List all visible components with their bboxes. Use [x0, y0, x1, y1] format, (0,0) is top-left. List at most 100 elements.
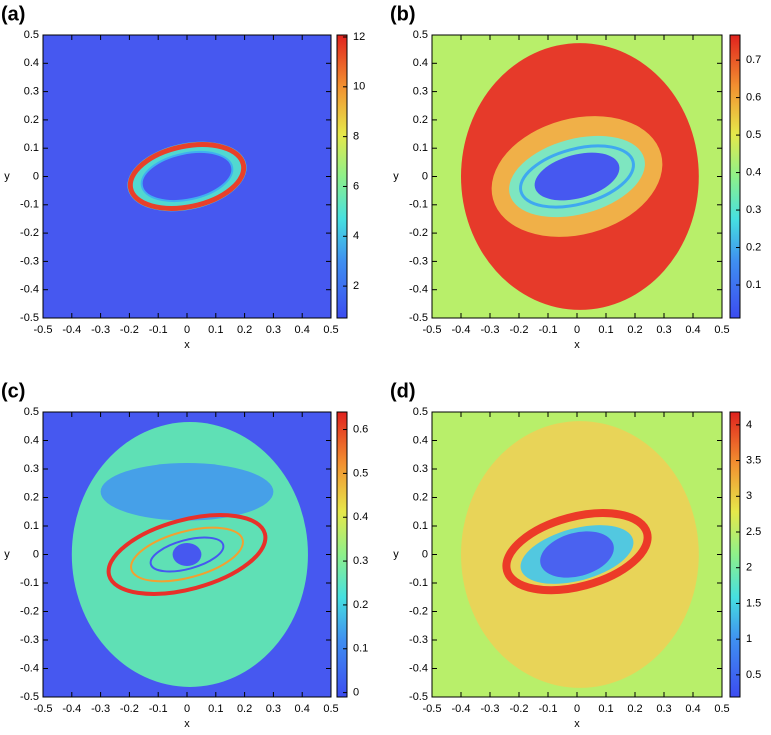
colorbar-tick-label: 0.2 — [353, 599, 368, 611]
x-tick-label: -0.5 — [34, 324, 53, 336]
colorbar-tick-label: 1.5 — [746, 597, 761, 609]
x-tick-label: 0.1 — [208, 703, 223, 715]
y-tick-label: -0.5 — [20, 312, 39, 324]
colorbar-tick-label: 3 — [746, 490, 752, 502]
colorbar-tick-label: 0.7 — [746, 54, 761, 66]
x-tick-label: -0.3 — [481, 324, 500, 336]
x-tick-label: 0.1 — [598, 703, 613, 715]
y-tick-label: 0.5 — [413, 406, 428, 418]
panel: -0.5 -0.4 -0.3 -0.2 -0.1 0 0.1 0.2 0.3 0.4 0.5 -0.5… — [390, 380, 761, 730]
x-tick-label: 0 — [184, 324, 190, 336]
field-feature — [172, 542, 202, 567]
colorbar-tick-label: 2 — [353, 280, 359, 292]
x-tick-label: 0.5 — [714, 703, 729, 715]
y-tick-label: 0.4 — [24, 57, 39, 69]
field-feature — [100, 463, 274, 521]
y-tick-label: 0 — [422, 548, 428, 560]
x-tick-label: 0.3 — [266, 324, 281, 336]
panel-label: (a) — [1, 3, 25, 25]
y-tick-label: 0.2 — [24, 491, 39, 503]
x-tick-label: 0.5 — [323, 703, 338, 715]
y-tick-label: -0.1 — [20, 199, 39, 211]
y-tick-label: -0.5 — [409, 312, 428, 324]
field-feature — [540, 531, 614, 578]
panel: -0.5 -0.4 -0.3 -0.2 -0.1 0 0.1 0.2 0.3 0.4 0.5 -0.5… — [1, 380, 368, 730]
colorbar-tick-label: 0.4 — [353, 511, 368, 523]
x-tick-label: 0.2 — [627, 324, 642, 336]
y-tick-label: -0.2 — [409, 227, 428, 239]
field-feature — [502, 509, 652, 595]
colorbar-tick-label: 0 — [353, 687, 359, 699]
colorbar-tick-label: 6 — [353, 180, 359, 192]
field-feature — [127, 142, 247, 211]
colorbar-tick-label: 0.1 — [353, 643, 368, 655]
x-tick-label: -0.3 — [91, 703, 110, 715]
x-tick-label: -0.2 — [510, 703, 529, 715]
x-tick-label: 0.4 — [685, 324, 700, 336]
colorbar — [729, 34, 741, 319]
y-tick-label: 0.3 — [413, 86, 428, 98]
heatmap-field — [432, 412, 722, 697]
colorbar — [729, 411, 741, 698]
colorbar-tick-label: 0.5 — [746, 669, 761, 681]
x-tick-label: -0.5 — [423, 703, 442, 715]
x-tick-label: -0.4 — [62, 703, 81, 715]
x-tick-label: 0.5 — [323, 324, 338, 336]
colorbar-tick-label: 2.5 — [746, 526, 761, 538]
field-feature — [519, 144, 635, 209]
x-axis-label: x — [574, 718, 580, 730]
y-tick-label: 0.5 — [413, 29, 428, 41]
y-axis-label: y — [393, 548, 399, 560]
x-tick-label: -0.4 — [452, 703, 471, 715]
y-axis-label: y — [393, 170, 399, 182]
x-tick-label: 0.4 — [295, 703, 310, 715]
colorbar-tick-label: 0.6 — [353, 423, 368, 435]
y-tick-label: 0.1 — [413, 142, 428, 154]
x-tick-label: -0.1 — [539, 703, 558, 715]
colorbar — [336, 411, 348, 698]
colorbar-tick-label: 8 — [353, 131, 359, 143]
colorbar — [336, 34, 348, 319]
x-tick-label: -0.4 — [452, 324, 471, 336]
y-tick-label: 0.1 — [413, 520, 428, 532]
y-tick-label: -0.1 — [409, 577, 428, 589]
x-tick-label: 0.3 — [266, 703, 281, 715]
colorbar-tick-label: 0.3 — [353, 555, 368, 567]
field-feature — [149, 536, 225, 573]
colorbar-tick-label: 2 — [746, 562, 752, 574]
y-axis-label: y — [4, 548, 10, 560]
y-tick-label: -0.3 — [20, 255, 39, 267]
x-tick-label: 0.2 — [237, 703, 252, 715]
x-axis-label: x — [574, 339, 580, 351]
x-tick-label: 0.5 — [714, 324, 729, 336]
y-tick-label: 0 — [422, 170, 428, 182]
y-tick-label: 0.2 — [413, 491, 428, 503]
y-tick-label: 0.1 — [24, 520, 39, 532]
y-tick-label: -0.3 — [409, 255, 428, 267]
panel: -0.5 -0.4 -0.3 -0.2 -0.1 0 0.1 0.2 0.3 0.4 0.5 -0.5… — [390, 3, 761, 351]
y-tick-label: -0.4 — [409, 284, 428, 296]
y-tick-label: -0.4 — [409, 662, 428, 674]
y-tick-label: -0.3 — [20, 634, 39, 646]
x-tick-label: 0.3 — [656, 324, 671, 336]
x-tick-label: -0.1 — [149, 324, 168, 336]
y-axis-label: y — [4, 170, 10, 182]
y-tick-label: -0.4 — [20, 284, 39, 296]
panel-label: (d) — [390, 380, 416, 402]
x-tick-label: 0.2 — [237, 324, 252, 336]
colorbar-tick-label: 0.1 — [746, 279, 761, 291]
y-tick-label: -0.2 — [20, 227, 39, 239]
x-tick-label: -0.5 — [34, 703, 53, 715]
y-tick-label: -0.4 — [20, 662, 39, 674]
x-axis-label: x — [184, 339, 190, 351]
panel: -0.5 -0.4 -0.3 -0.2 -0.1 0 0.1 0.2 0.3 0.4 0.5 -0.5… — [1, 3, 365, 351]
x-tick-label: 0.4 — [685, 703, 700, 715]
y-tick-label: 0.4 — [24, 434, 39, 446]
x-tick-label: -0.4 — [62, 324, 81, 336]
colorbar-tick-label: 4 — [746, 419, 752, 431]
y-tick-label: 0.2 — [413, 114, 428, 126]
x-tick-label: 0 — [574, 324, 580, 336]
x-tick-label: 0.1 — [598, 324, 613, 336]
x-tick-label: -0.2 — [510, 324, 529, 336]
